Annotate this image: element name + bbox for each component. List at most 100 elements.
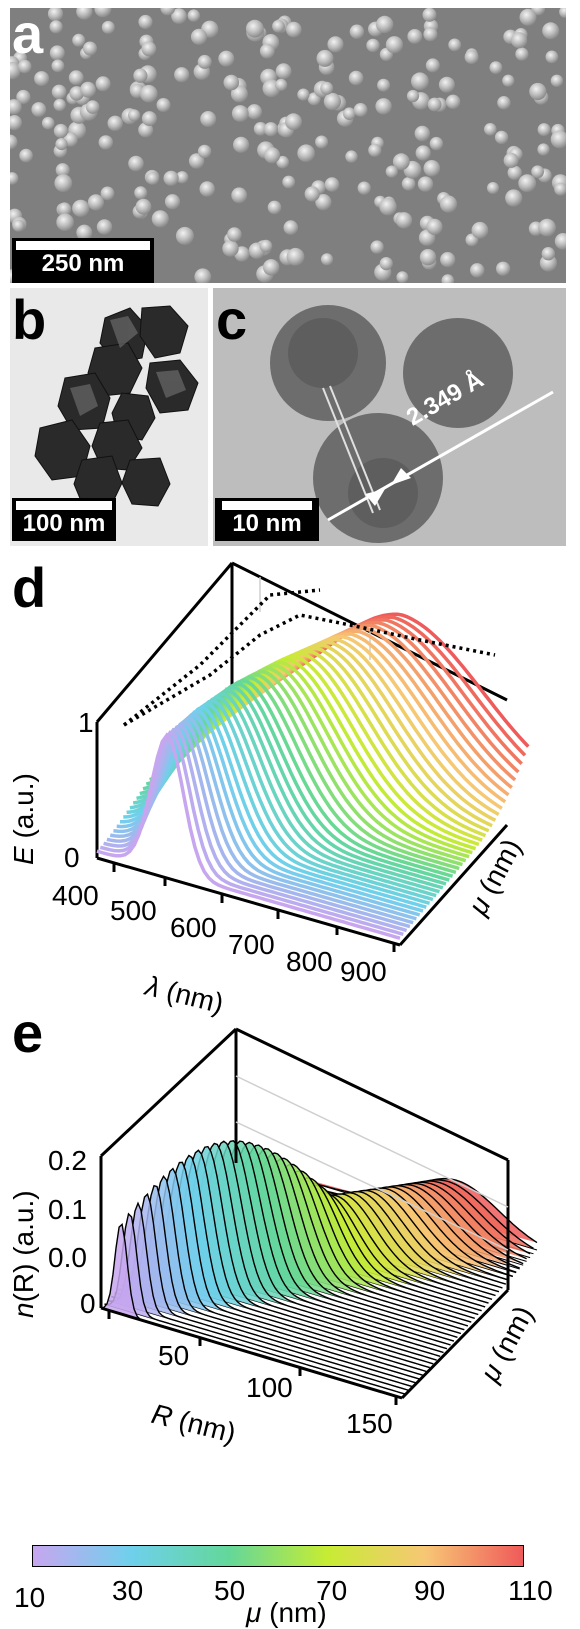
nanoparticle: [554, 233, 566, 250]
x-ticks-e: [107, 1310, 398, 1405]
nanoparticle: [72, 33, 86, 47]
nanoparticle: [542, 22, 560, 40]
nanoparticle: [419, 249, 437, 266]
nanoparticle: [445, 94, 461, 110]
nanoparticle: [368, 143, 382, 157]
nanoparticle: [554, 182, 566, 196]
nanoparticle: [95, 76, 111, 92]
nanoparticle: [327, 36, 344, 53]
nanoparticle: [164, 194, 181, 210]
nanoparticle: [494, 130, 509, 145]
nanoparticle: [425, 58, 440, 73]
nanoparticle: [94, 8, 112, 18]
nanoparticle: [323, 92, 341, 111]
sem-micrograph: [10, 8, 566, 283]
z-tick-d-0: 0: [64, 842, 80, 873]
z-tick-d-1: 1: [78, 707, 94, 738]
nanoparticle: [357, 181, 371, 195]
nanoparticle: [138, 122, 154, 138]
nanoparticle: [96, 219, 113, 235]
nanoparticle: [448, 38, 462, 52]
distribution-fit-line: [121, 1167, 424, 1376]
peak-trend-lower: [123, 613, 496, 727]
nanoparticle: [440, 252, 456, 268]
axes-frame-e: [99, 1027, 510, 1400]
nanoparticle: [515, 47, 529, 61]
z-axis-label-e: n(R) (a.u.): [8, 1190, 40, 1318]
nanoparticle: [276, 155, 290, 169]
distribution-histogram: [121, 1168, 423, 1376]
hrtem-image-panel-c: [213, 288, 566, 546]
distribution-fit-line: [111, 1192, 413, 1388]
nanoparticle: [128, 109, 141, 122]
nanoparticle: [175, 226, 194, 245]
nanoparticle: [392, 153, 410, 171]
nanoparticle: [259, 239, 273, 253]
distribution-histogram: [107, 1203, 409, 1391]
nanoparticle: [10, 115, 22, 131]
nanoparticle: [487, 182, 499, 194]
distribution-histogram: [166, 1158, 468, 1326]
nanoparticle: [349, 24, 365, 39]
nanoparticle: [379, 198, 397, 216]
scale-bar-c-label: 10 nm: [232, 510, 302, 537]
nanoparticle: [135, 198, 152, 215]
nanoparticle: [41, 116, 55, 130]
nanoparticle: [370, 240, 384, 254]
scale-bar-b-label: 100 nm: [22, 510, 106, 537]
nanoparticle: [417, 176, 434, 192]
nanoparticle: [401, 177, 416, 191]
x-tick-d-700: 700: [228, 929, 275, 960]
nanoparticle: [231, 187, 248, 204]
nanoparticle: [423, 27, 438, 42]
nanoparticle: [366, 38, 380, 53]
nanoparticle: [51, 59, 65, 73]
nanoparticle: [57, 202, 72, 216]
distribution-series: [100, 1140, 538, 1399]
nanoparticle: [230, 85, 248, 103]
nanoparticle: [275, 63, 292, 80]
nanoparticle: [320, 253, 334, 266]
nanoparticle: [379, 257, 393, 271]
nanoparticle: [438, 76, 455, 93]
nanoparticle: [441, 274, 455, 283]
nanoparticle: [171, 8, 187, 24]
hrtem-micrograph: [213, 288, 566, 546]
nanoparticle: [502, 74, 515, 87]
nanoparticle: [286, 247, 305, 266]
nanoparticle: [489, 61, 503, 74]
nanoparticle: [56, 213, 74, 231]
distribution-fit-line: [104, 1212, 406, 1395]
nanoparticle: [518, 174, 537, 193]
nanoparticle: [51, 84, 67, 100]
nanoparticle: [222, 240, 239, 257]
nanoparticle: [395, 212, 413, 229]
nanoparticle: [141, 111, 157, 127]
z-axis-symbol-e: n: [8, 1302, 39, 1318]
z-tick-e-0.1: 0.1: [48, 1194, 87, 1225]
nanoparticle: [197, 144, 212, 159]
colorbar-tick-30: 30: [112, 1575, 144, 1606]
x-ticks-d: [112, 863, 396, 952]
nanoparticle: [176, 171, 189, 184]
nanoparticle: [545, 50, 559, 64]
nanoparticle: [414, 125, 430, 142]
nanoparticle: [134, 186, 148, 200]
peak-trend-lines: [122, 588, 496, 727]
z-tick-e-0.2: 0.2: [48, 1145, 87, 1176]
nanoparticle: [407, 29, 423, 44]
spectrum-line: [126, 702, 431, 905]
x-tick-d-600: 600: [170, 912, 217, 943]
extinction-spectra-chart: [95, 561, 530, 952]
nanoparticle: [72, 199, 90, 217]
nanoparticle: [85, 100, 100, 114]
nanoparticle: [406, 89, 420, 103]
colorbar-symbol: μ: [246, 1597, 262, 1628]
z-axis-symbol-d: E: [8, 846, 39, 865]
z-axis-label-d: E (a.u.): [8, 773, 40, 865]
nanoparticle: [531, 165, 544, 179]
nanoparticle: [267, 200, 282, 215]
colorbar-unit: (nm): [261, 1597, 327, 1628]
colorbar-tick-70: 70: [316, 1575, 348, 1606]
nanoparticle: [231, 105, 249, 122]
